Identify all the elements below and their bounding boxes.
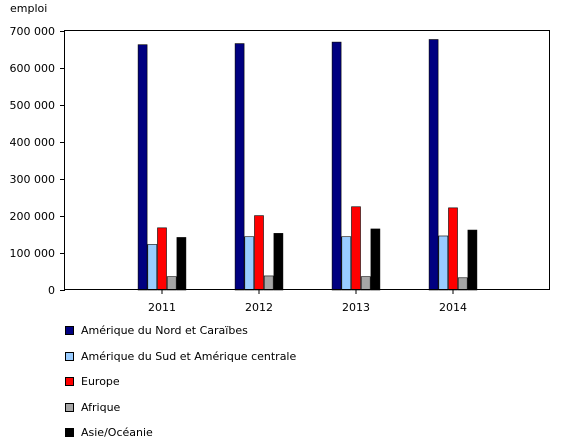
legend-label: Afrique <box>81 400 121 414</box>
bar <box>273 233 284 291</box>
bar <box>234 43 245 291</box>
legend-label: Amérique du Sud et Amérique centrale <box>81 349 297 363</box>
y-tick-label: 300 000 <box>10 173 56 186</box>
bar <box>448 207 458 291</box>
y-tick-label: 0 <box>48 284 55 297</box>
bar <box>254 215 264 291</box>
legend-item: Amérique du Nord et Caraïbes <box>65 318 485 344</box>
y-tick-label: 400 000 <box>10 136 56 149</box>
bar <box>137 44 148 291</box>
bar <box>244 236 255 291</box>
chart: emploi 0 100 000 200 000 300 000 400 000 500 … <box>10 2 550 314</box>
y-axis: 0 100 000 200 000 300 000 400 000 500 000 600 … <box>10 25 65 297</box>
x-axis: 2011 2012 2013 2014 <box>148 290 467 314</box>
bars-layer <box>137 39 478 291</box>
y-axis-unit-label: emploi <box>10 2 47 15</box>
bar <box>157 227 167 291</box>
bar <box>457 277 468 291</box>
bar <box>176 237 187 291</box>
legend-item: Amérique du Sud et Amérique centrale <box>65 344 485 370</box>
x-tick-label: 2014 <box>439 301 467 314</box>
y-tick-label: 700 000 <box>10 25 56 38</box>
plot-frame <box>64 30 550 290</box>
legend-swatch <box>65 326 74 336</box>
x-tick-label: 2013 <box>342 301 370 314</box>
y-tick-label: 200 000 <box>10 210 56 223</box>
y-tick-label: 500 000 <box>10 99 56 112</box>
bar <box>360 276 371 291</box>
legend-label: Asie/Océanie <box>81 426 153 440</box>
legend-swatch <box>65 428 74 438</box>
bar <box>370 228 381 291</box>
bar <box>438 235 449 291</box>
bar <box>263 275 274 291</box>
bar <box>341 236 352 291</box>
legend-item: Afrique <box>65 395 485 421</box>
bar <box>147 244 158 291</box>
y-tick-label: 600 000 <box>10 62 56 75</box>
legend-label: Amérique du Nord et Caraïbes <box>81 324 248 338</box>
legend: Amérique du Nord et Caraïbes Amérique du … <box>65 318 485 446</box>
legend-item: Asie/Océanie <box>65 420 485 446</box>
bar <box>166 276 177 291</box>
legend-swatch <box>65 402 74 412</box>
bar <box>331 41 342 291</box>
legend-label: Europe <box>81 375 120 389</box>
bar <box>428 39 439 291</box>
bar <box>351 206 361 291</box>
legend-item: Europe <box>65 369 485 395</box>
legend-swatch <box>65 377 74 387</box>
y-tick-label: 100 000 <box>10 247 56 260</box>
bar <box>467 229 478 291</box>
x-tick-label: 2012 <box>245 301 273 314</box>
legend-swatch <box>65 351 74 361</box>
x-tick-label: 2011 <box>148 301 176 314</box>
